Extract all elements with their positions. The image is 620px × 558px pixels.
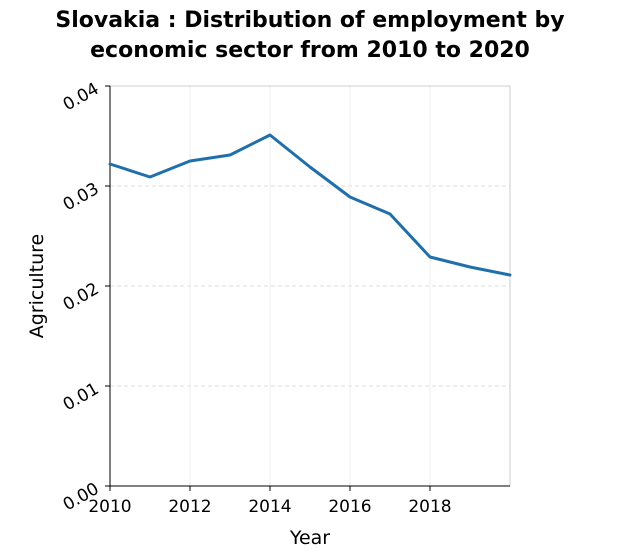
chart-title: Slovakia : Distribution of employment by… <box>0 6 620 66</box>
y-tick-label: 0.01 <box>60 379 103 415</box>
y-tick-label: 0.04 <box>60 79 103 115</box>
x-tick-label: 2014 <box>248 497 291 517</box>
y-axis-label: Agriculture <box>26 234 48 339</box>
y-tick-label: 0.02 <box>60 279 103 315</box>
grid-lines <box>110 86 510 486</box>
x-axis-label: Year <box>289 527 330 549</box>
x-tick-label: 2010 <box>88 497 131 517</box>
x-tick-label: 2012 <box>168 497 211 517</box>
series-line <box>108 133 512 277</box>
chart-title-line-1: Slovakia : Distribution of employment by <box>55 8 565 33</box>
x-tick-label: 2016 <box>328 497 371 517</box>
chart-title-line-2: economic sector from 2010 to 2020 <box>90 38 530 63</box>
series <box>108 133 512 277</box>
y-tick-label: 0.03 <box>60 179 103 215</box>
x-tick-label: 2018 <box>408 497 451 517</box>
